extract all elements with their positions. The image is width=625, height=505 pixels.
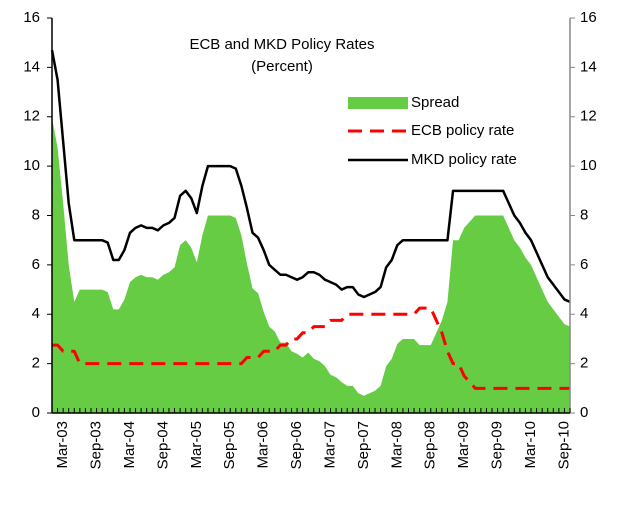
legend-label: Spread bbox=[411, 94, 459, 111]
series-line bbox=[52, 306, 570, 390]
x-tick-label: Mar-10 bbox=[522, 421, 539, 469]
y2-tick-label: 8 bbox=[580, 206, 588, 223]
y-tick-label: 6 bbox=[32, 256, 40, 273]
x-tick-label: Mar-05 bbox=[188, 421, 205, 469]
legend-swatch bbox=[348, 97, 408, 109]
legend-label: ECB policy rate bbox=[411, 122, 514, 139]
y2-tick-label: 6 bbox=[580, 256, 588, 273]
x-tick-label: Mar-08 bbox=[388, 421, 405, 469]
y-tick-label: 4 bbox=[32, 305, 40, 322]
x-tick-label: Sep-06 bbox=[288, 421, 305, 469]
x-tick-label: Mar-07 bbox=[321, 421, 338, 469]
spread-area bbox=[52, 117, 570, 413]
x-tick-label: Sep-05 bbox=[221, 421, 238, 469]
x-tick-label: Mar-09 bbox=[455, 421, 472, 469]
y-tick-label: 10 bbox=[23, 157, 40, 174]
chart-subtitle: (Percent) bbox=[251, 58, 313, 75]
x-tick-label: Mar-04 bbox=[121, 421, 138, 469]
x-tick-label: Sep-07 bbox=[355, 421, 372, 469]
y2-tick-label: 10 bbox=[580, 157, 597, 174]
legend-label: MKD policy rate bbox=[411, 151, 517, 168]
chart-title: ECB and MKD Policy Rates bbox=[189, 36, 374, 53]
x-tick-label: Mar-06 bbox=[255, 421, 272, 469]
y2-tick-label: 0 bbox=[580, 404, 588, 421]
y2-tick-label: 16 bbox=[580, 9, 597, 26]
x-tick-label: Sep-09 bbox=[489, 421, 506, 469]
y-tick-label: 12 bbox=[23, 108, 40, 125]
y2-tick-label: 2 bbox=[580, 355, 588, 372]
y-tick-label: 0 bbox=[32, 404, 40, 421]
x-tick-label: Sep-08 bbox=[422, 421, 439, 469]
x-tick-label: Sep-10 bbox=[555, 421, 572, 469]
x-tick-label: Mar-03 bbox=[54, 421, 71, 469]
y2-tick-label: 14 bbox=[580, 58, 597, 75]
y2-tick-label: 4 bbox=[580, 305, 588, 322]
y-tick-label: 16 bbox=[23, 9, 40, 26]
y-tick-label: 2 bbox=[32, 355, 40, 372]
y-tick-label: 14 bbox=[23, 58, 40, 75]
y-tick-label: 8 bbox=[32, 206, 40, 223]
x-tick-label: Sep-03 bbox=[88, 421, 105, 469]
x-tick-label: Sep-04 bbox=[154, 421, 171, 469]
series-line bbox=[50, 49, 571, 304]
y2-tick-label: 12 bbox=[580, 108, 597, 125]
